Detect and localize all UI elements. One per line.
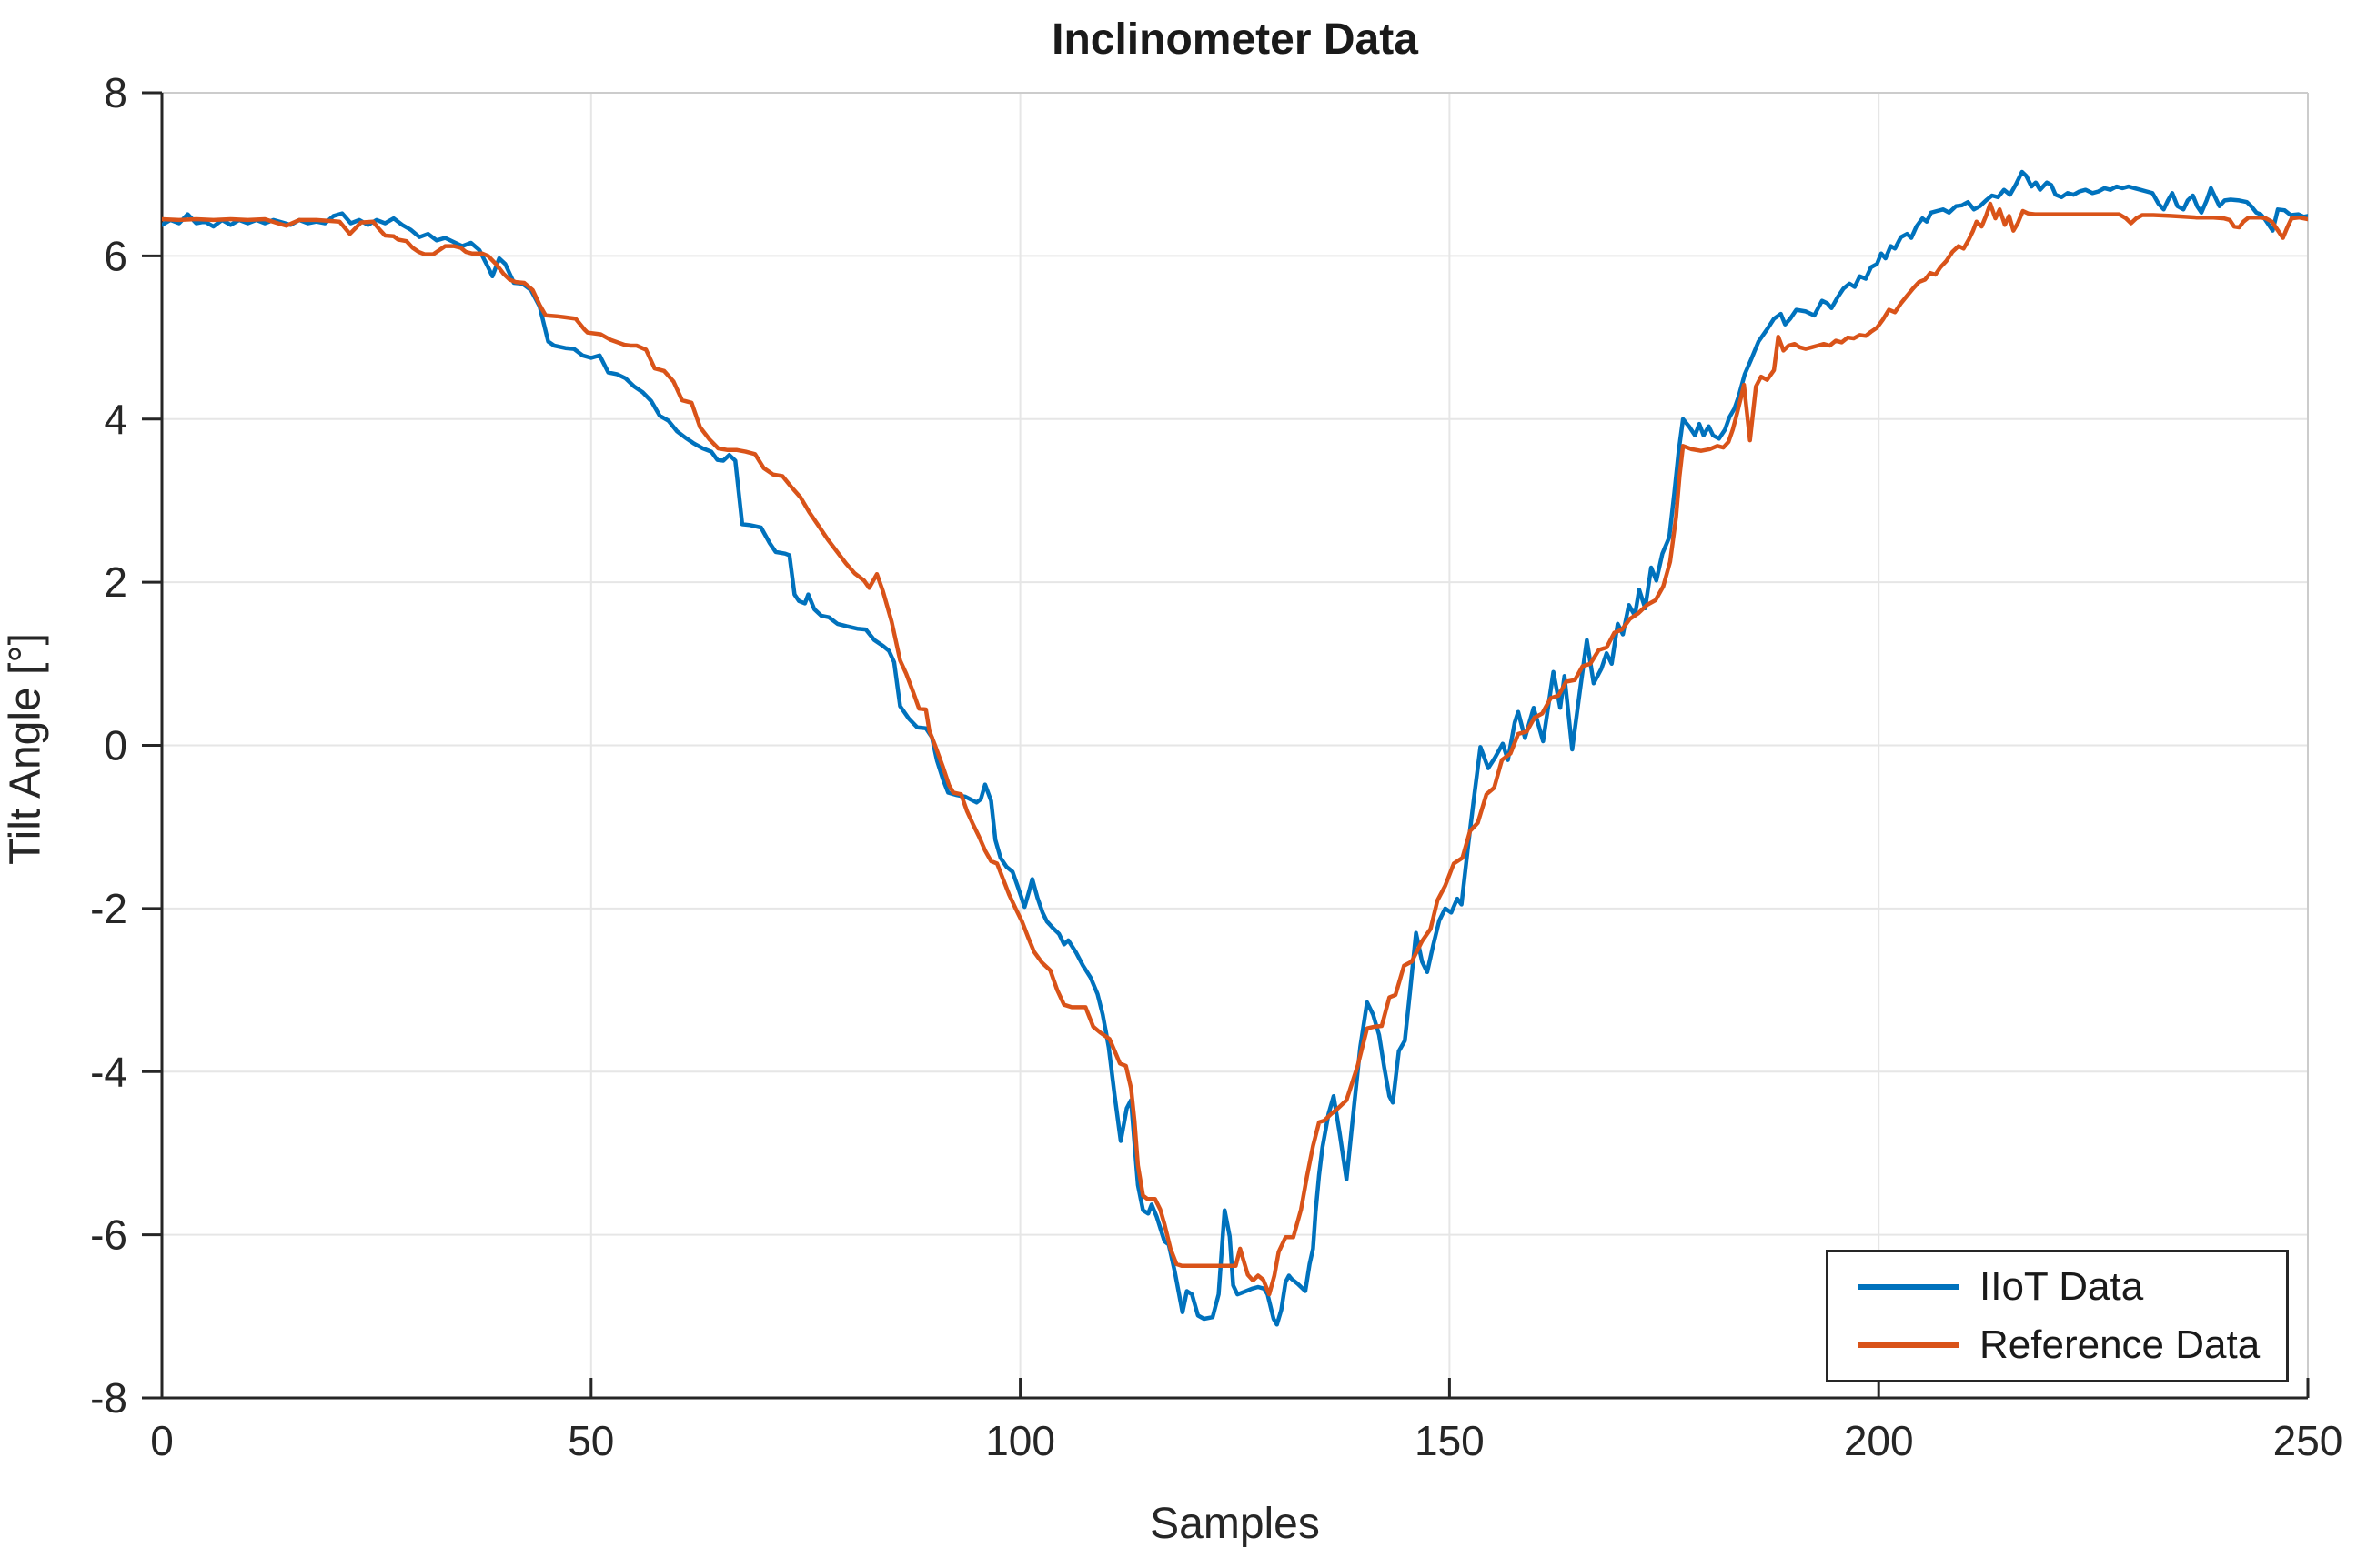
legend: IIoT Data Reference Data [1826,1250,2289,1382]
chart-title: Inclinometer Data [1052,15,1418,64]
legend-entry-label: IIoT Data [1979,1264,2144,1309]
x-tick-label: 0 [150,1417,174,1464]
y-tick-label: 2 [104,558,127,606]
y-tick-label: 8 [104,69,127,116]
y-tick-label: 4 [104,396,127,443]
series-line-reference-data [162,201,2308,1297]
y-tick-label: -4 [90,1048,127,1095]
legend-entry-label: Reference Data [1979,1322,2261,1367]
legend-line-swatch [1858,1342,1959,1348]
legend-line-swatch [1858,1284,1959,1290]
x-tick-label: 200 [1844,1417,1914,1464]
y-tick-label: -6 [90,1211,127,1259]
y-tick-label: 0 [104,722,127,769]
y-axis-label: Tilt Angle [°] [1,633,50,865]
x-tick-label: 150 [1415,1417,1485,1464]
y-tick-label: -8 [90,1374,127,1422]
series-line-iiot-data [162,169,2308,1327]
x-tick-label: 100 [985,1417,1055,1464]
legend-entry: Reference Data [1828,1322,2286,1368]
x-axis-label: Samples [1150,1500,1320,1548]
x-tick-label: 50 [568,1417,614,1464]
y-tick-label: -2 [90,885,127,932]
y-tick-label: 6 [104,232,127,279]
legend-entry: IIoT Data [1828,1264,2286,1310]
x-tick-label: 250 [2273,1417,2343,1464]
